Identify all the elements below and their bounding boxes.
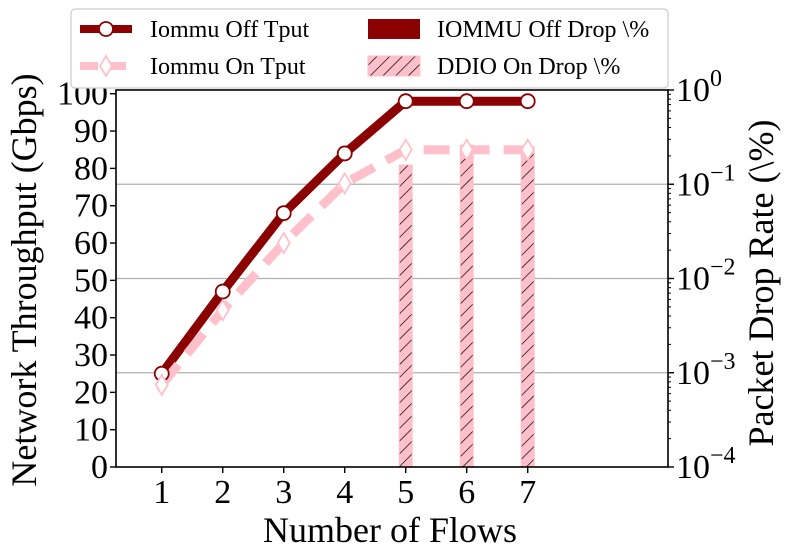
data-point-circle	[458, 93, 475, 110]
data-point-diamond	[337, 171, 352, 196]
data-point-diamond	[276, 231, 291, 255]
y-tick-label: 60	[74, 225, 108, 262]
throughput-markers	[153, 93, 536, 397]
drop-bar	[398, 164, 413, 468]
legend-entry-iommu-on-tput: Iommu On Tput	[80, 54, 306, 80]
x-tick-label: 2	[214, 474, 231, 511]
drop-rate-bars	[398, 144, 535, 468]
legend-marker-circle	[98, 21, 114, 37]
legend-label-iommu-off-drop: IOMMU Off Drop \%	[437, 17, 649, 43]
data-point-circle	[275, 205, 292, 222]
legend-marker-diamond	[98, 54, 114, 78]
y-tick-label: 50	[74, 262, 108, 299]
y2-tick-label: 10−1	[676, 160, 736, 203]
data-point-circle	[214, 283, 231, 300]
left-y-axis-label: Network Throughput (Gbps)	[4, 73, 44, 486]
data-point-circle	[336, 145, 353, 162]
y2-tick-label: 100	[676, 66, 722, 109]
right-y-axis-label: Packet Drop Rate (\%)	[741, 120, 781, 447]
legend-label-ddio-on-drop: DDIO On Drop \%	[437, 54, 620, 80]
legend-entry-iommu-off-drop: IOMMU Off Drop \%	[368, 17, 649, 43]
y-tick-label: 90	[74, 113, 108, 150]
x-tick-label: 4	[336, 474, 353, 511]
x-axis-label: Number of Flows	[263, 510, 517, 550]
data-point-diamond	[520, 137, 535, 162]
x-tick-label: 3	[275, 474, 292, 511]
legend-entry-iommu-off-tput: Iommu Off Tput	[80, 17, 309, 43]
data-point-diamond	[398, 137, 413, 162]
data-point-circle	[519, 93, 536, 110]
x-tick-label: 6	[458, 474, 475, 511]
y-tick-label: 70	[74, 188, 108, 225]
x-axis-ticks: 1 2 3 4 5 6 7	[153, 467, 536, 511]
legend-swatch-ddio-on-drop	[367, 55, 421, 77]
right-y-axis-ticks: 10−4 10−3 10−2 10−1 100	[668, 66, 736, 486]
y-tick-label: 80	[74, 150, 108, 187]
legend-entry-ddio-on-drop: DDIO On Drop \%	[367, 54, 620, 80]
y-tick-label: 20	[74, 374, 108, 411]
data-point-diamond	[459, 137, 474, 162]
x-tick-label: 5	[397, 474, 414, 511]
legend-label-iommu-off-tput: Iommu Off Tput	[150, 17, 309, 43]
x-tick-label: 1	[153, 474, 170, 511]
right-axis-grid	[116, 183, 668, 374]
y-tick-label: 10	[74, 412, 108, 449]
data-point-diamond	[215, 298, 230, 322]
legend-label-iommu-on-tput: Iommu On Tput	[150, 54, 306, 80]
data-point-circle	[397, 93, 414, 110]
x-tick-label: 7	[519, 474, 536, 511]
legend: Iommu Off Tput Iommu On Tput IOMMU Off D…	[70, 8, 669, 89]
y-tick-label: 30	[74, 337, 108, 374]
legend-swatch-iommu-off-drop	[368, 19, 420, 39]
y-tick-label: 0	[91, 449, 108, 486]
y2-tick-label: 10−3	[676, 349, 736, 392]
y2-tick-label: 10−4	[676, 443, 736, 486]
y-tick-label: 40	[74, 300, 108, 337]
y2-tick-label: 10−2	[676, 255, 736, 298]
data-point-diamond	[154, 373, 169, 397]
legend-frame	[70, 8, 669, 89]
drop-bar	[520, 146, 535, 468]
drop-bar	[459, 144, 474, 468]
